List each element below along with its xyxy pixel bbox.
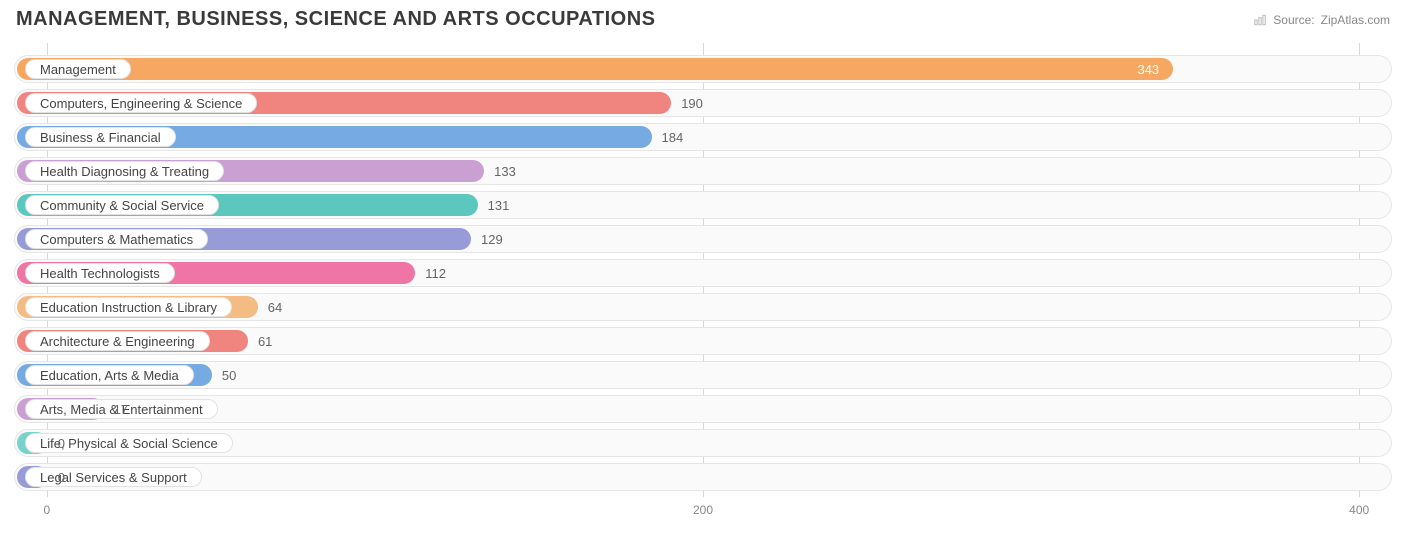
bar-label: Architecture & Engineering bbox=[25, 331, 210, 351]
source-label: Source: bbox=[1273, 13, 1314, 27]
bar-label: Computers & Mathematics bbox=[25, 229, 208, 249]
bar-value: 129 bbox=[473, 226, 503, 252]
bar-label: Health Diagnosing & Treating bbox=[25, 161, 224, 181]
bar-value: 50 bbox=[214, 362, 236, 388]
bar-row: Life, Physical & Social Science0 bbox=[14, 429, 1392, 457]
plot-area: Management343 Computers, Engineering & Sc… bbox=[14, 43, 1392, 527]
bar-value: 112 bbox=[417, 260, 446, 286]
source-attribution: Source: ZipAtlas.com bbox=[1253, 13, 1390, 27]
bar-label: Computers, Engineering & Science bbox=[25, 93, 257, 113]
chart-icon bbox=[1253, 13, 1267, 27]
chart-header: MANAGEMENT, BUSINESS, SCIENCE AND ARTS O… bbox=[0, 0, 1406, 35]
bar-row: Education, Arts & Media 50 bbox=[14, 361, 1392, 389]
bar-row: Community & Social Service 131 bbox=[14, 191, 1392, 219]
x-tick: 0 bbox=[43, 503, 50, 517]
bar-value: 190 bbox=[673, 90, 703, 116]
bar-row: Education Instruction & Library 64 bbox=[14, 293, 1392, 321]
chart-area: Management343 Computers, Engineering & Sc… bbox=[0, 35, 1406, 557]
bar-row: Management343 bbox=[14, 55, 1392, 83]
x-tick: 400 bbox=[1349, 503, 1369, 517]
bar-value: 0 bbox=[50, 464, 65, 490]
source-name: ZipAtlas.com bbox=[1321, 13, 1390, 27]
bar-label: Community & Social Service bbox=[25, 195, 219, 215]
bar-row: Computers & Mathematics 129 bbox=[14, 225, 1392, 253]
bar-value: 343 bbox=[17, 56, 1169, 82]
bar-value: 64 bbox=[260, 294, 282, 320]
bar-label: Business & Financial bbox=[25, 127, 176, 147]
x-tick: 200 bbox=[693, 503, 713, 517]
x-axis: 0 200 400 bbox=[14, 497, 1392, 521]
bar-label: Education Instruction & Library bbox=[25, 297, 232, 317]
bar-row: Health Technologists 112 bbox=[14, 259, 1392, 287]
bar-value: 131 bbox=[480, 192, 510, 218]
bar-value: 0 bbox=[50, 430, 65, 456]
bar-row: Computers, Engineering & Science 190 bbox=[14, 89, 1392, 117]
bar-row: Legal Services & Support0 bbox=[14, 463, 1392, 491]
bar-row: Architecture & Engineering 61 bbox=[14, 327, 1392, 355]
bar-value: 61 bbox=[250, 328, 272, 354]
bar-label: Education, Arts & Media bbox=[25, 365, 194, 385]
bar-row: Business & Financial 184 bbox=[14, 123, 1392, 151]
bar-value: 17 bbox=[106, 396, 128, 422]
bars-container: Management343 Computers, Engineering & Sc… bbox=[14, 43, 1392, 491]
bar-value: 184 bbox=[654, 124, 684, 150]
bar-row: Arts, Media & Entertainment17 bbox=[14, 395, 1392, 423]
bar-label: Health Technologists bbox=[25, 263, 175, 283]
chart-title: MANAGEMENT, BUSINESS, SCIENCE AND ARTS O… bbox=[16, 8, 655, 31]
bar-value: 133 bbox=[486, 158, 516, 184]
bar-row: Health Diagnosing & Treating 133 bbox=[14, 157, 1392, 185]
